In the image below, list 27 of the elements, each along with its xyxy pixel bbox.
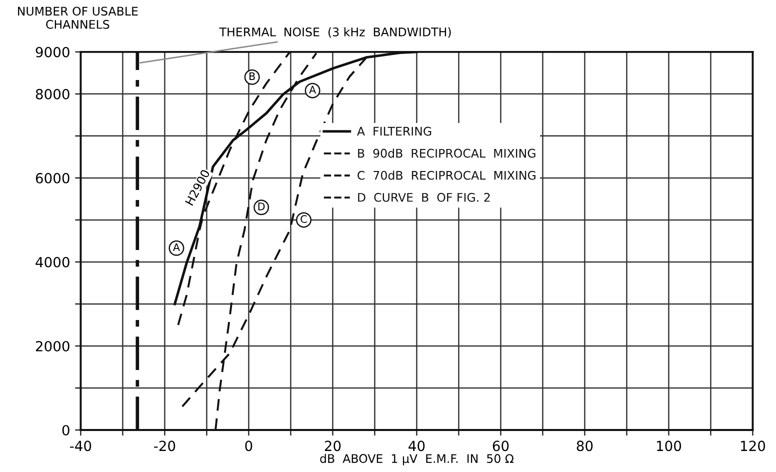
x-tick-label: 20	[324, 440, 341, 452]
x-tick-label: 100	[656, 440, 682, 452]
annotation: C	[300, 215, 307, 223]
x-tick-label: -40	[70, 440, 92, 452]
y-tick-label: 8000	[36, 88, 70, 100]
ref-line-label: THERMAL NOISE (3 kHz BANDWIDTH)	[219, 27, 451, 38]
y-tick-label: 4000	[36, 256, 70, 268]
annotation: A	[172, 243, 180, 251]
x-tick-label: 120	[740, 440, 766, 452]
annotation: B	[250, 72, 255, 80]
legend-label: C 70dB RECIPROCAL MIXING	[358, 170, 536, 180]
legend-label: A FILTERING	[357, 126, 432, 136]
legend-label: B 90dB RECIPROCAL MIXING	[358, 148, 536, 158]
y-tick-label: 6000	[36, 172, 70, 184]
y-tick-label: 2000	[36, 340, 70, 352]
annotation: A	[309, 86, 316, 94]
y-tick-label: 9000	[36, 46, 70, 58]
x-tick-label: 40	[408, 440, 425, 452]
x-axis-title: dB ABOVE 1 μV E.M.F. IN 50 Ω	[320, 454, 514, 466]
y-tick-label: 0	[62, 424, 70, 436]
x-tick-label: 0	[245, 440, 252, 452]
legend-label: D CURVE B OF FIG. 2	[358, 192, 490, 202]
y-axis-title: NUMBER OF USABLE CHANNELS	[18, 6, 138, 29]
x-tick-label: -20	[154, 440, 176, 452]
x-tick-label: 60	[492, 440, 509, 452]
annotation: D	[258, 202, 265, 210]
x-tick-label: 80	[576, 440, 593, 452]
